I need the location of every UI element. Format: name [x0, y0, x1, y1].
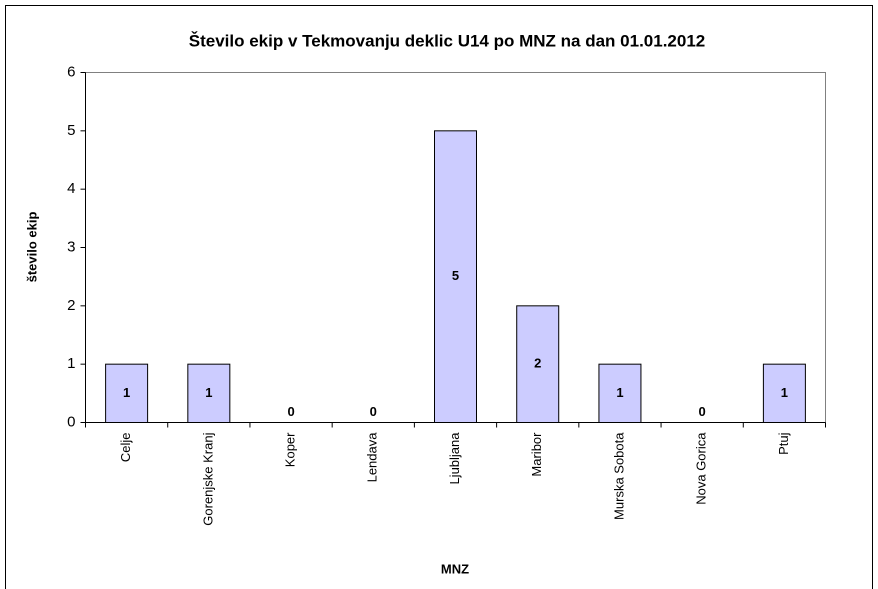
bar	[516, 305, 560, 424]
x-tick-label: Nova Gorica	[694, 432, 709, 505]
x-tick-label: Ptuj	[776, 432, 791, 455]
bar	[434, 130, 477, 423]
y-tick-label: 6	[67, 63, 75, 80]
y-tick-label: 0	[67, 413, 75, 430]
x-tick-label: Murska Sobota	[611, 432, 626, 520]
bar	[187, 363, 231, 423]
y-tick-label: 5	[67, 122, 75, 139]
y-tick-label: 1	[67, 355, 75, 372]
y-tick-label: 4	[67, 180, 75, 197]
data-label: 1	[123, 385, 130, 400]
x-tick-label: Gorenjske Kranj	[200, 432, 215, 525]
y-tick-label: 2	[67, 297, 75, 314]
y-axis-label: število ekip	[24, 212, 39, 283]
bar	[105, 363, 149, 423]
x-tick-label: Lendava	[365, 432, 380, 483]
x-tick-label: Koper	[282, 432, 297, 467]
y-tick-label: 3	[67, 238, 75, 255]
data-label: 2	[534, 356, 541, 371]
data-label: 1	[781, 385, 788, 400]
data-label: 0	[370, 404, 377, 419]
x-tick-label: Maribor	[529, 432, 544, 477]
chart-title: Število ekip v Tekmovanju deklic U14 po …	[189, 31, 706, 50]
data-label: 1	[616, 385, 623, 400]
x-tick-label: Ljubljana	[447, 432, 462, 485]
x-tick-label: Celje	[118, 433, 133, 463]
bar	[762, 363, 806, 423]
data-label: 1	[205, 385, 212, 400]
x-axis-label: MNZ	[441, 561, 469, 576]
data-label: 5	[452, 268, 459, 283]
data-label: 0	[699, 404, 706, 419]
data-label: 0	[287, 404, 294, 419]
